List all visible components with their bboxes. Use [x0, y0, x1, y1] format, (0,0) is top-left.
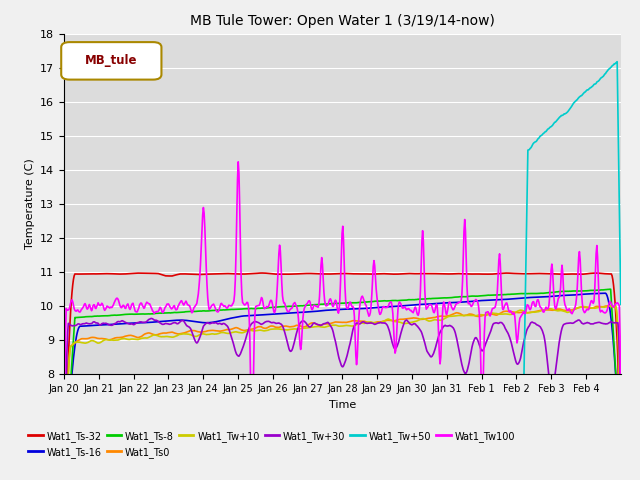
Wat1_Tw100 [125, 306, 133, 312]
Wat1_Ts0 [255, 324, 263, 330]
Wat1_Ts-8 [276, 304, 284, 310]
Wat1_Ts-32 [432, 271, 440, 276]
Line: Wat1_Tw+10: Wat1_Tw+10 [64, 306, 621, 480]
Wat1_Tw+50 [575, 95, 582, 101]
Wat1_Ts-32 [255, 270, 263, 276]
Wat1_Tw+30 [147, 315, 155, 321]
Wat1_Tw+30 [228, 337, 236, 343]
Line: Wat1_Ts-8: Wat1_Ts-8 [64, 289, 621, 480]
Wat1_Ts0 [617, 474, 625, 480]
Wat1_Tw+10 [125, 336, 133, 342]
Wat1_Tw+10 [255, 327, 263, 333]
Wat1_Ts-32 [277, 271, 285, 277]
Title: MB Tule Tower: Open Water 1 (3/19/14-now): MB Tule Tower: Open Water 1 (3/19/14-now… [190, 14, 495, 28]
Wat1_Ts-16 [431, 301, 439, 307]
Wat1_Tw100 [234, 159, 242, 165]
Wat1_Ts-16 [276, 311, 284, 317]
Wat1_Ts-32 [258, 270, 266, 276]
Wat1_Tw+30 [125, 321, 133, 327]
Wat1_Tw+50 [572, 99, 579, 105]
Wat1_Tw100 [401, 304, 408, 310]
Wat1_Ts0 [431, 314, 439, 320]
X-axis label: Time: Time [329, 400, 356, 409]
Legend: Wat1_Ts-32, Wat1_Ts-16, Wat1_Ts-8, Wat1_Ts0, Wat1_Tw+10, Wat1_Tw+30, Wat1_Tw+50,: Wat1_Ts-32, Wat1_Ts-16, Wat1_Ts-8, Wat1_… [24, 427, 519, 461]
Line: Wat1_Tw100: Wat1_Tw100 [64, 162, 621, 480]
Wat1_Ts-32 [401, 271, 408, 276]
Line: Wat1_Ts0: Wat1_Ts0 [64, 306, 621, 480]
Text: MB_tule: MB_tule [85, 54, 138, 67]
Wat1_Ts-8 [617, 453, 625, 459]
Wat1_Tw+30 [432, 344, 440, 350]
Wat1_Ts-8 [607, 287, 614, 292]
Wat1_Tw100 [432, 304, 440, 310]
Wat1_Tw+50 [542, 129, 550, 134]
Wat1_Tw+50 [613, 59, 621, 65]
Wat1_Ts0 [276, 324, 284, 330]
Wat1_Ts-8 [431, 296, 439, 301]
Wat1_Tw+10 [276, 326, 284, 332]
Wat1_Ts-32 [125, 271, 133, 276]
Wat1_Tw+10 [612, 303, 620, 309]
Wat1_Ts-8 [255, 305, 263, 311]
Wat1_Tw+30 [256, 321, 264, 327]
Wat1_Tw100 [277, 263, 285, 268]
Wat1_Tw+50 [520, 397, 527, 403]
Y-axis label: Temperature (C): Temperature (C) [24, 158, 35, 250]
Wat1_Tw100 [256, 300, 264, 306]
Line: Wat1_Tw+30: Wat1_Tw+30 [64, 318, 621, 480]
Wat1_Ts-32 [228, 271, 236, 276]
Wat1_Ts-8 [125, 312, 133, 317]
Wat1_Ts0 [125, 333, 133, 338]
Wat1_Tw+50 [617, 301, 625, 307]
Wat1_Tw100 [617, 447, 625, 453]
Wat1_Tw+50 [611, 61, 618, 67]
Wat1_Ts-16 [255, 312, 263, 318]
Wat1_Ts-16 [125, 320, 133, 326]
Wat1_Ts-8 [228, 307, 236, 312]
Wat1_Tw+10 [228, 330, 236, 336]
Line: Wat1_Ts-16: Wat1_Ts-16 [64, 293, 621, 480]
Wat1_Ts-16 [400, 303, 408, 309]
Wat1_Tw+30 [617, 462, 625, 468]
Line: Wat1_Ts-32: Wat1_Ts-32 [64, 273, 621, 480]
Wat1_Tw+10 [617, 472, 625, 478]
Wat1_Tw+50 [589, 83, 597, 88]
Wat1_Tw+10 [400, 321, 408, 326]
Wat1_Tw+30 [277, 321, 285, 327]
Wat1_Tw+50 [604, 68, 612, 73]
Wat1_Ts0 [228, 326, 236, 332]
Wat1_Ts-8 [400, 298, 408, 303]
FancyBboxPatch shape [61, 42, 161, 80]
Wat1_Ts-16 [602, 290, 609, 296]
Wat1_Ts0 [400, 316, 408, 322]
Wat1_Ts0 [604, 303, 612, 309]
Wat1_Tw+30 [401, 319, 408, 325]
Wat1_Tw100 [228, 303, 236, 309]
Wat1_Tw+10 [431, 317, 439, 323]
Wat1_Ts-16 [228, 315, 236, 321]
Line: Wat1_Tw+50: Wat1_Tw+50 [524, 62, 621, 400]
